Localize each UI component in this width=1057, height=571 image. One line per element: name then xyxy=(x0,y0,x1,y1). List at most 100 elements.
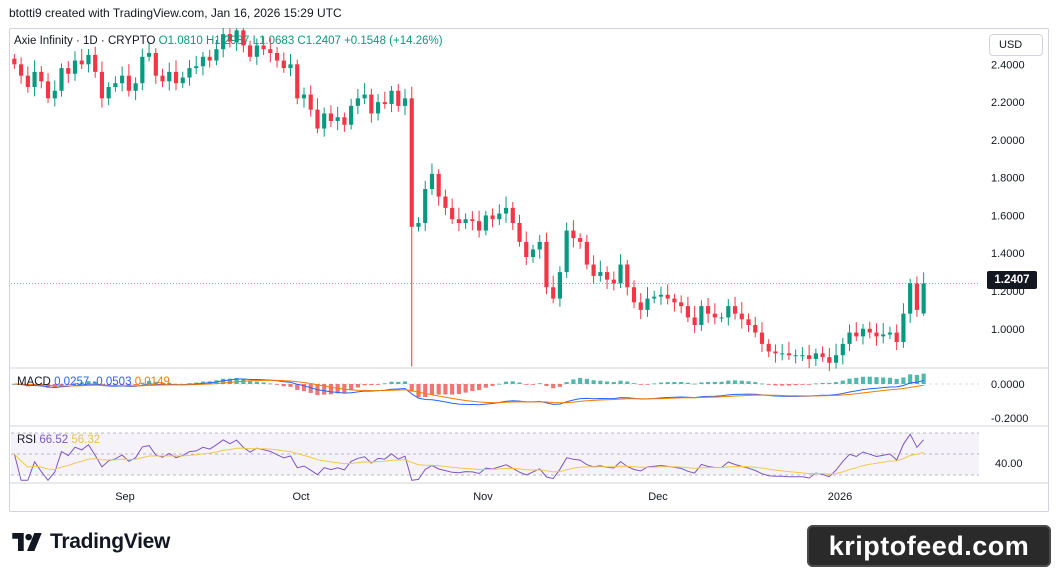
candle-body xyxy=(173,71,179,84)
time-axis-label: 2026 xyxy=(828,491,852,503)
candle-body xyxy=(301,94,307,99)
candle-body xyxy=(813,353,818,359)
candle-body xyxy=(497,213,502,220)
time-axis-label: Dec xyxy=(648,491,668,503)
macd-histogram-bar xyxy=(126,384,131,386)
candle-body xyxy=(665,294,670,299)
candle-body xyxy=(598,272,603,276)
candle-body xyxy=(611,279,616,284)
candle-body xyxy=(827,357,832,363)
macd-histogram-bar xyxy=(638,384,643,385)
candle-body xyxy=(126,75,131,91)
candle-body xyxy=(793,355,798,357)
candle-body xyxy=(416,223,421,227)
candle-body xyxy=(780,353,785,355)
macd-histogram-bar xyxy=(820,382,825,384)
time-axis: Sep Oct Nov Dec 2026 xyxy=(115,491,852,503)
candle-body xyxy=(719,317,724,319)
macd-pane xyxy=(11,373,979,406)
macd-histogram-bar xyxy=(847,378,852,384)
macd-histogram-bar xyxy=(699,382,704,384)
macd-histogram-bar xyxy=(120,384,125,385)
candle-body xyxy=(524,241,529,257)
macd-histogram-bar xyxy=(93,381,98,384)
candle-body xyxy=(874,332,879,337)
candle-body xyxy=(45,81,51,99)
macd-hist-value: 0.0149 xyxy=(134,376,170,388)
tradingview-logo[interactable]: TradingView xyxy=(12,530,170,554)
price-axis-tick: 1.4000 xyxy=(991,248,1025,260)
macd-histogram-bar xyxy=(867,376,872,384)
candle-body xyxy=(503,207,509,214)
candle-body xyxy=(369,94,374,114)
candle-body xyxy=(483,215,488,231)
chart-canvas[interactable]: 2.4000 2.2000 2.0000 1.8000 1.6000 1.4000 1.20… xyxy=(9,28,1049,512)
macd-histogram-bar xyxy=(807,384,812,385)
candle-body xyxy=(402,98,408,106)
macd-histogram-bar xyxy=(396,381,401,384)
rsi-legend: RSI 66.52 56.32 xyxy=(17,434,100,446)
macd-histogram-bar xyxy=(288,384,293,387)
candle-body xyxy=(739,313,744,320)
candle-body xyxy=(288,64,293,69)
rsi-value: 66.52 xyxy=(39,434,69,446)
candle-body xyxy=(631,287,637,303)
currency-button[interactable]: USD xyxy=(989,34,1043,56)
macd-histogram-bar xyxy=(106,384,111,386)
candle-body xyxy=(450,207,455,220)
candle-body xyxy=(638,302,643,310)
candle-body xyxy=(315,109,320,129)
candle-body xyxy=(187,68,192,78)
candle-body xyxy=(557,272,563,299)
candle-body xyxy=(39,71,44,82)
candle-body xyxy=(901,313,906,342)
candle-body xyxy=(571,230,576,239)
candle-body xyxy=(207,56,212,61)
candle-body xyxy=(537,241,542,250)
macd-histogram-bar xyxy=(450,384,455,395)
candle-body xyxy=(578,238,583,242)
candle-body xyxy=(86,54,91,65)
candle-body xyxy=(894,332,899,342)
candle-body xyxy=(887,332,893,335)
candle-body xyxy=(234,30,239,42)
candle-body xyxy=(672,298,677,303)
candle-body xyxy=(200,56,206,67)
macd-histogram-bar xyxy=(369,384,374,386)
candle-body xyxy=(52,90,57,99)
macd-histogram-bar xyxy=(584,378,589,384)
price-axis-tick: 1.6000 xyxy=(991,210,1025,222)
macd-histogram-bar xyxy=(692,383,697,385)
candle-body xyxy=(167,71,172,82)
macd-histogram-bar xyxy=(611,382,616,384)
macd-histogram-bar xyxy=(679,381,684,384)
rsi-line xyxy=(13,433,924,482)
candle-body xyxy=(261,45,266,50)
macd-histogram-bar xyxy=(739,380,744,384)
tradingview-brand: TradingView xyxy=(50,530,171,553)
time-axis-label: Oct xyxy=(292,491,309,503)
macd-histogram-bar xyxy=(544,384,549,386)
candle-body xyxy=(530,249,536,257)
candle-body xyxy=(443,196,448,208)
macd-histogram-bar xyxy=(59,384,64,386)
macd-histogram-bar xyxy=(254,381,259,384)
candle-body xyxy=(645,298,650,310)
macd-axis-tick: -0.2000 xyxy=(991,413,1028,425)
macd-histogram-bar xyxy=(470,384,475,392)
macd-histogram-bar xyxy=(503,381,509,384)
symbol-name: Axie Infinity · 1D · CRYPTO xyxy=(14,35,156,47)
candle-body xyxy=(72,60,78,74)
candle-body xyxy=(706,306,711,314)
candle-body xyxy=(423,189,428,223)
macd-histogram-bar xyxy=(786,384,792,386)
candle-body xyxy=(322,113,327,129)
macd-histogram-bar xyxy=(402,381,408,384)
candle-body xyxy=(194,66,199,69)
price-axis-tick: 2.0000 xyxy=(991,135,1025,147)
macd-histogram-bar xyxy=(598,380,603,384)
macd-histogram-bar xyxy=(914,374,919,384)
macd-histogram-bar xyxy=(766,384,771,385)
macd-histogram-bar xyxy=(308,384,313,393)
candle-body xyxy=(807,355,812,359)
